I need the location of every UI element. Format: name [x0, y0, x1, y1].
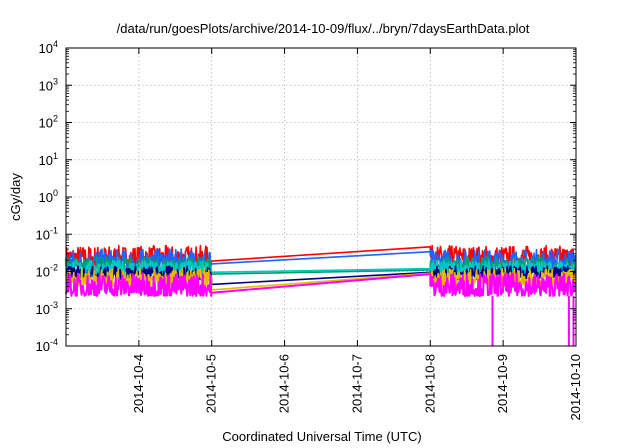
grid: [66, 48, 576, 346]
y-tick-label: 102: [39, 114, 58, 131]
y-tick-label: 101: [39, 151, 58, 168]
series-line: [65, 244, 577, 267]
x-tick-label: 2014-10-5: [204, 354, 219, 413]
y-tick-label: 100: [39, 188, 58, 205]
x-tick-label: 2014-10-6: [277, 354, 292, 413]
y-tick-label: 10-2: [36, 263, 58, 280]
series-line: [65, 272, 577, 346]
x-tick-label: 2014-10-10: [568, 354, 583, 421]
y-tick-label: 103: [39, 76, 58, 93]
x-tick-label: 2014-10-8: [422, 354, 437, 413]
x-tick-label: 2014-10-4: [131, 354, 146, 413]
x-axis: 2014-10-4 2014-10-5 2014-10-6 2014-10-7 2014…: [131, 48, 583, 421]
series-group: [65, 244, 577, 346]
y-tick-label: 10-1: [36, 225, 58, 242]
x-tick-label: 2014-10-9: [495, 354, 510, 413]
chart-title: /data/run/goesPlots/archive/2014-10-09/f…: [117, 21, 530, 36]
x-axis-label: Coordinated Universal Time (UTC): [222, 429, 421, 444]
series-line: [65, 265, 577, 286]
y-axis: 10-4 10-3 10-2 10-1 100 101 102 103 104: [36, 39, 576, 354]
y-axis-label: cGy/day: [8, 173, 23, 221]
series-line: [65, 259, 576, 276]
x-tick-label: 2014-10-7: [349, 354, 364, 413]
y-tick-label: 104: [39, 39, 58, 56]
y-tick-label: 10-3: [36, 300, 58, 317]
y-tick-label: 10-4: [36, 337, 58, 354]
